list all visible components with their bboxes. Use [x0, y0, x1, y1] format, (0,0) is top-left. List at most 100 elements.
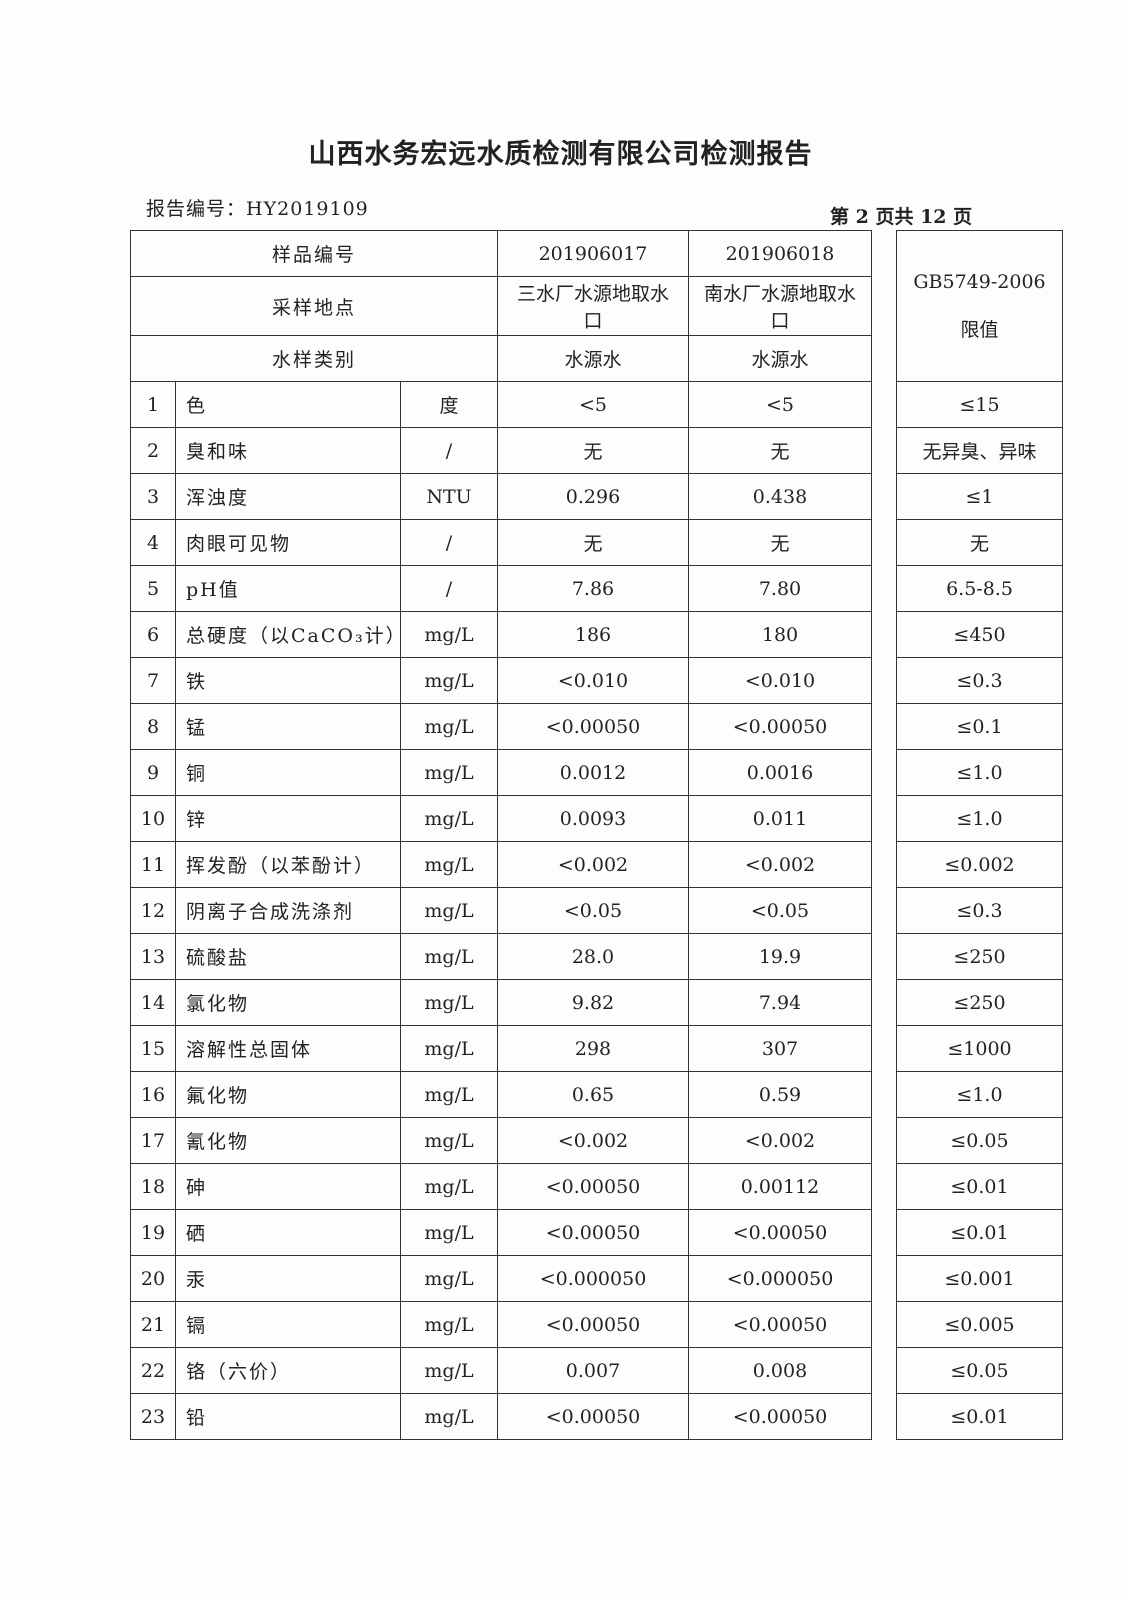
row-number: 8: [130, 703, 176, 750]
unit: mg/L: [400, 703, 498, 750]
limit-value: ≤0.01: [896, 1163, 1063, 1210]
value-sample-2: <0.00050: [688, 1393, 872, 1440]
table-row: 5 pH值/7.86 7.80 6.5-8.5: [130, 565, 1063, 612]
unit: mg/L: [400, 1301, 498, 1348]
item-name: 总硬度（以CaCO₃计）: [175, 611, 405, 658]
item-name: 铬（六价）: [175, 1347, 401, 1394]
table-row: 14 氯化物 mg/L 9.82 7.94 ≤250: [130, 979, 1063, 1026]
row-number: 21: [130, 1301, 176, 1348]
limit-value: ≤0.05: [896, 1117, 1063, 1164]
table-row: 12 阴离子合成洗涤剂 mg/L <0.05 <0.05 ≤0.3: [130, 887, 1063, 934]
unit: 度: [400, 381, 498, 428]
item-name: 锌: [175, 795, 401, 842]
item-name: 阴离子合成洗涤剂: [175, 887, 401, 934]
table-row: 11 挥发酚（以苯酚计） mg/L <0.002 <0.002 ≤0.002: [130, 841, 1063, 888]
limit-value: ≤250: [896, 933, 1063, 980]
value-sample-2: <5: [688, 381, 872, 428]
value-sample-2: 307: [688, 1025, 872, 1072]
item-name: 硫酸盐: [175, 933, 401, 980]
report-title: 山西水务宏远水质检测有限公司检测报告: [308, 139, 813, 170]
location-1: 三水厂水源地取水口: [497, 276, 689, 336]
unit: mg/L: [400, 933, 498, 980]
unit: mg/L: [400, 979, 498, 1026]
unit: NTU: [400, 473, 498, 520]
item-name: 砷: [175, 1163, 401, 1210]
limit-header: GB5749-2006 限值: [896, 230, 1063, 382]
table-row: 16 氟化物 mg/L 0.65 0.59 ≤1.0: [130, 1071, 1063, 1118]
type-1: 水源水: [497, 335, 689, 382]
value-sample-1: <0.05: [497, 887, 689, 934]
table-row: 23 铅 mg/L <0.00050 <0.00050 ≤0.01: [130, 1393, 1063, 1440]
row-number: 3: [130, 473, 176, 520]
header-row-type: 水样类别 水源水 水源水: [130, 335, 1063, 382]
item-name: 氰化物: [175, 1117, 401, 1164]
row-number: 15: [130, 1025, 176, 1072]
value-sample-1: <5: [497, 381, 689, 428]
location-label: 采样地点: [130, 276, 498, 336]
row-number: 5: [130, 565, 176, 612]
sample-id-2: 201906018: [688, 230, 872, 277]
item-name: 铜: [175, 749, 401, 796]
value-sample-2: <0.002: [688, 1117, 872, 1164]
value-sample-1: 0.007: [497, 1347, 689, 1394]
table-row: 3 浑浊度 NTU 0.296 0.438 ≤1: [130, 473, 1063, 520]
value-sample-2: 7.80: [688, 565, 872, 612]
item-name: 硒: [175, 1209, 401, 1256]
results-table: 样品编号 201906017 201906018 GB5749-2006 限值 …: [130, 230, 1063, 1440]
limit-value: 无: [896, 519, 1063, 566]
row-number: 13: [130, 933, 176, 980]
limit-value: ≤0.002: [896, 841, 1063, 888]
unit: /: [400, 427, 498, 474]
value-sample-2: <0.05: [688, 887, 872, 934]
table-row: 8 锰 mg/L <0.00050 <0.00050 ≤0.1: [130, 703, 1063, 750]
limit-value: ≤15: [896, 381, 1063, 428]
unit: mg/L: [400, 1347, 498, 1394]
value-sample-2: <0.00050: [688, 703, 872, 750]
value-sample-2: 0.0016: [688, 749, 872, 796]
unit: mg/L: [400, 887, 498, 934]
limit-value: ≤0.01: [896, 1393, 1063, 1440]
value-sample-2: 0.438: [688, 473, 872, 520]
table-row: 7 铁 mg/L <0.010 <0.010 ≤0.3: [130, 657, 1063, 704]
value-sample-1: 298: [497, 1025, 689, 1072]
value-sample-2: 7.94: [688, 979, 872, 1026]
limit-value: 6.5-8.5: [896, 565, 1063, 612]
item-name: 挥发酚（以苯酚计）: [175, 841, 401, 888]
unit: mg/L: [400, 611, 498, 658]
item-name: 镉: [175, 1301, 401, 1348]
unit: mg/L: [400, 1163, 498, 1210]
limit-value: ≤1: [896, 473, 1063, 520]
table-row: 21 镉 mg/L <0.00050 <0.00050 ≤0.005: [130, 1301, 1063, 1348]
limit-value: ≤0.005: [896, 1301, 1063, 1348]
table-row: 20 汞 mg/L <0.000050 <0.000050 ≤0.001: [130, 1255, 1063, 1302]
sample-id-label: 样品编号: [130, 230, 498, 277]
value-sample-2: 19.9: [688, 933, 872, 980]
value-sample-2: 0.59: [688, 1071, 872, 1118]
row-number: 1: [130, 381, 176, 428]
value-sample-1: <0.00050: [497, 1163, 689, 1210]
row-number: 18: [130, 1163, 176, 1210]
table-row: 17 氰化物 mg/L <0.002 <0.002 ≤0.05: [130, 1117, 1063, 1164]
page-info: 第 2 页共 12 页: [830, 206, 973, 228]
unit: /: [400, 565, 498, 612]
limit-value: ≤0.001: [896, 1255, 1063, 1302]
row-number: 4: [130, 519, 176, 566]
value-sample-1: <0.002: [497, 841, 689, 888]
value-sample-1: <0.00050: [497, 1301, 689, 1348]
value-sample-1: <0.000050: [497, 1255, 689, 1302]
table-row: 10 锌 mg/L 0.0093 0.011 ≤1.0: [130, 795, 1063, 842]
unit: mg/L: [400, 657, 498, 704]
row-number: 2: [130, 427, 176, 474]
value-sample-2: <0.010: [688, 657, 872, 704]
value-sample-2: 0.011: [688, 795, 872, 842]
value-sample-2: <0.00050: [688, 1209, 872, 1256]
table-row: 6 总硬度（以CaCO₃计） mg/L 186 180 ≤450: [130, 611, 1063, 658]
sample-id-1: 201906017: [497, 230, 689, 277]
item-name: 溶解性总固体: [175, 1025, 401, 1072]
value-sample-1: 28.0: [497, 933, 689, 980]
location-2: 南水厂水源地取水口: [688, 276, 872, 336]
item-name: 浑浊度: [175, 473, 401, 520]
unit: mg/L: [400, 841, 498, 888]
limit-value: ≤1.0: [896, 795, 1063, 842]
item-name: 肉眼可见物: [175, 519, 401, 566]
